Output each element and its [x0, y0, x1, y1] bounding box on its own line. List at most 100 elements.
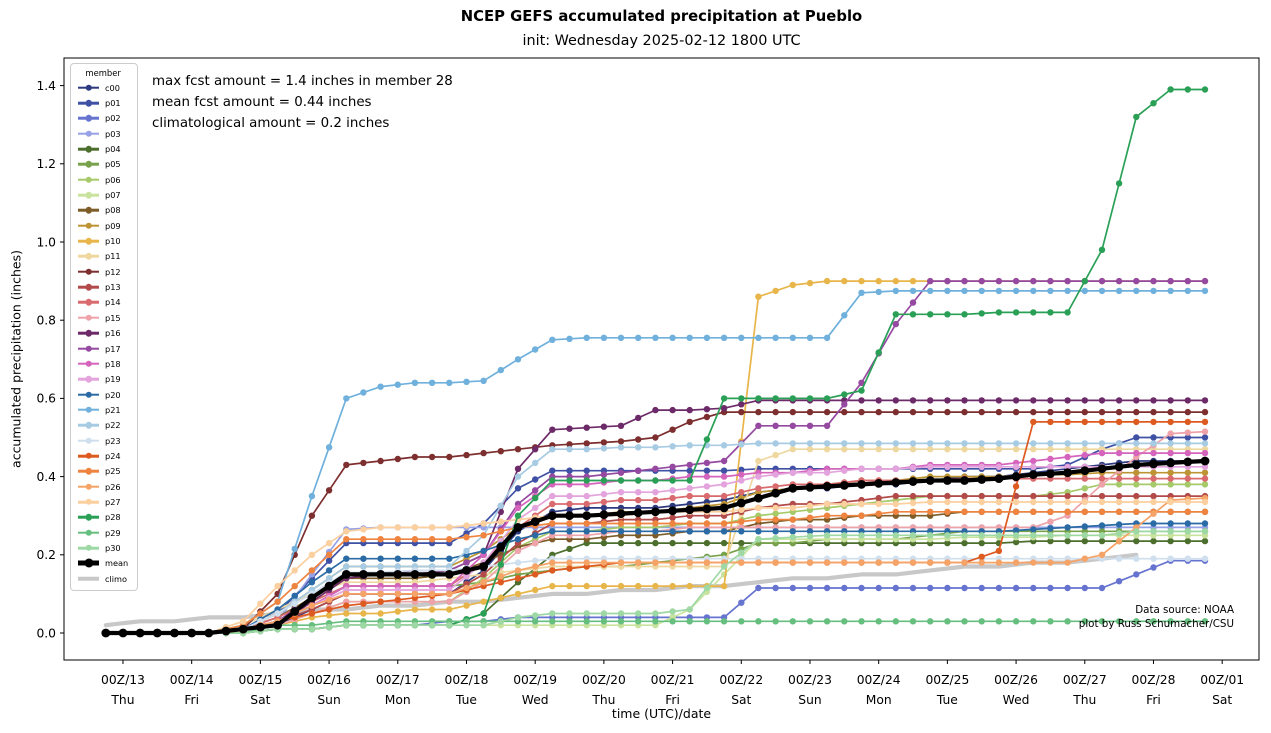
marker	[532, 487, 539, 494]
marker	[806, 533, 814, 540]
legend-item-p05: p05	[78, 157, 128, 172]
marker	[360, 600, 367, 607]
marker	[1081, 485, 1089, 492]
legend-swatch-p02	[78, 113, 99, 123]
legend-label: p21	[105, 404, 121, 415]
x-tick-label: 00Z/24	[857, 673, 901, 687]
marker	[308, 567, 316, 574]
marker	[1047, 525, 1054, 532]
marker	[703, 473, 711, 480]
marker	[1167, 528, 1174, 535]
marker	[720, 395, 728, 402]
marker	[995, 440, 1003, 447]
marker	[273, 620, 282, 630]
legend-swatch-p17	[78, 344, 99, 354]
marker	[530, 517, 540, 526]
marker	[291, 545, 298, 553]
legend-swatch-p10	[78, 236, 99, 246]
marker	[394, 381, 401, 388]
marker	[961, 408, 968, 416]
marker	[1150, 397, 1157, 404]
marker	[978, 446, 985, 453]
marker	[806, 334, 814, 341]
x-tick-day: Sun	[798, 693, 821, 707]
marker	[720, 582, 728, 590]
marker	[772, 535, 779, 542]
marker	[772, 516, 779, 523]
marker	[720, 334, 728, 341]
x-tick-day: Fri	[1146, 693, 1161, 707]
marker	[583, 467, 590, 474]
marker	[772, 287, 779, 295]
marker	[152, 628, 162, 638]
marker	[514, 504, 522, 512]
marker	[1150, 100, 1157, 107]
marker	[532, 586, 539, 594]
marker	[1012, 498, 1020, 506]
legend: member c00 p01 p02 p03 p04 p05 p06 p07 p08 p09 p10…	[70, 63, 139, 592]
marker	[497, 518, 504, 525]
marker	[549, 528, 556, 535]
marker	[446, 524, 453, 531]
annotation-max: max fcst amount = 1.4 inches in member 2…	[152, 74, 453, 89]
marker	[1184, 537, 1192, 545]
marker	[635, 610, 642, 617]
y-tick-label: 1.4	[36, 79, 56, 93]
marker	[497, 528, 504, 535]
legend-dot	[85, 268, 92, 276]
marker	[1115, 578, 1123, 585]
marker	[703, 559, 711, 566]
marker	[1012, 538, 1020, 546]
x-tick-day: Fri	[184, 693, 199, 707]
legend-label: p11	[105, 251, 121, 262]
marker	[360, 590, 367, 598]
marker	[1150, 449, 1157, 457]
marker	[909, 440, 917, 447]
marker	[944, 539, 951, 547]
legend-label: p12	[105, 266, 121, 277]
marker	[908, 477, 918, 486]
marker	[428, 536, 436, 543]
marker	[290, 607, 300, 616]
legend-item-climo: climo	[78, 571, 128, 586]
marker	[1115, 287, 1123, 295]
marker	[566, 559, 573, 566]
marker	[1167, 277, 1174, 285]
marker	[669, 582, 676, 590]
legend-dot	[85, 514, 92, 521]
marker	[463, 622, 470, 629]
marker	[583, 559, 590, 566]
marker	[892, 618, 899, 625]
marker	[1133, 277, 1140, 285]
marker	[1030, 397, 1037, 404]
legend-dot	[84, 558, 93, 568]
marker	[738, 559, 745, 566]
marker	[944, 584, 951, 592]
marker	[325, 539, 333, 547]
marker	[1081, 277, 1089, 285]
marker	[1167, 498, 1174, 506]
marker	[875, 584, 882, 592]
marker	[789, 504, 796, 512]
marker	[1047, 618, 1054, 625]
legend-label: p22	[105, 420, 121, 431]
legend-item-p01: p01	[78, 95, 128, 110]
marker	[583, 424, 590, 431]
legend-item-p23: p23	[78, 433, 128, 448]
marker	[600, 528, 608, 535]
marker	[652, 465, 659, 472]
marker	[1201, 434, 1209, 441]
marker	[944, 446, 951, 453]
marker	[703, 406, 711, 413]
marker	[1030, 309, 1037, 316]
marker	[978, 559, 985, 566]
marker	[428, 577, 436, 584]
marker	[720, 481, 728, 488]
legend-swatch-p26	[78, 482, 99, 492]
chart-title: NCEP GEFS accumulated precipitation at P…	[460, 8, 863, 25]
legend-swatch-p21	[78, 405, 99, 415]
marker	[874, 479, 884, 488]
marker	[480, 520, 487, 527]
marker	[308, 551, 316, 558]
marker	[652, 582, 659, 590]
